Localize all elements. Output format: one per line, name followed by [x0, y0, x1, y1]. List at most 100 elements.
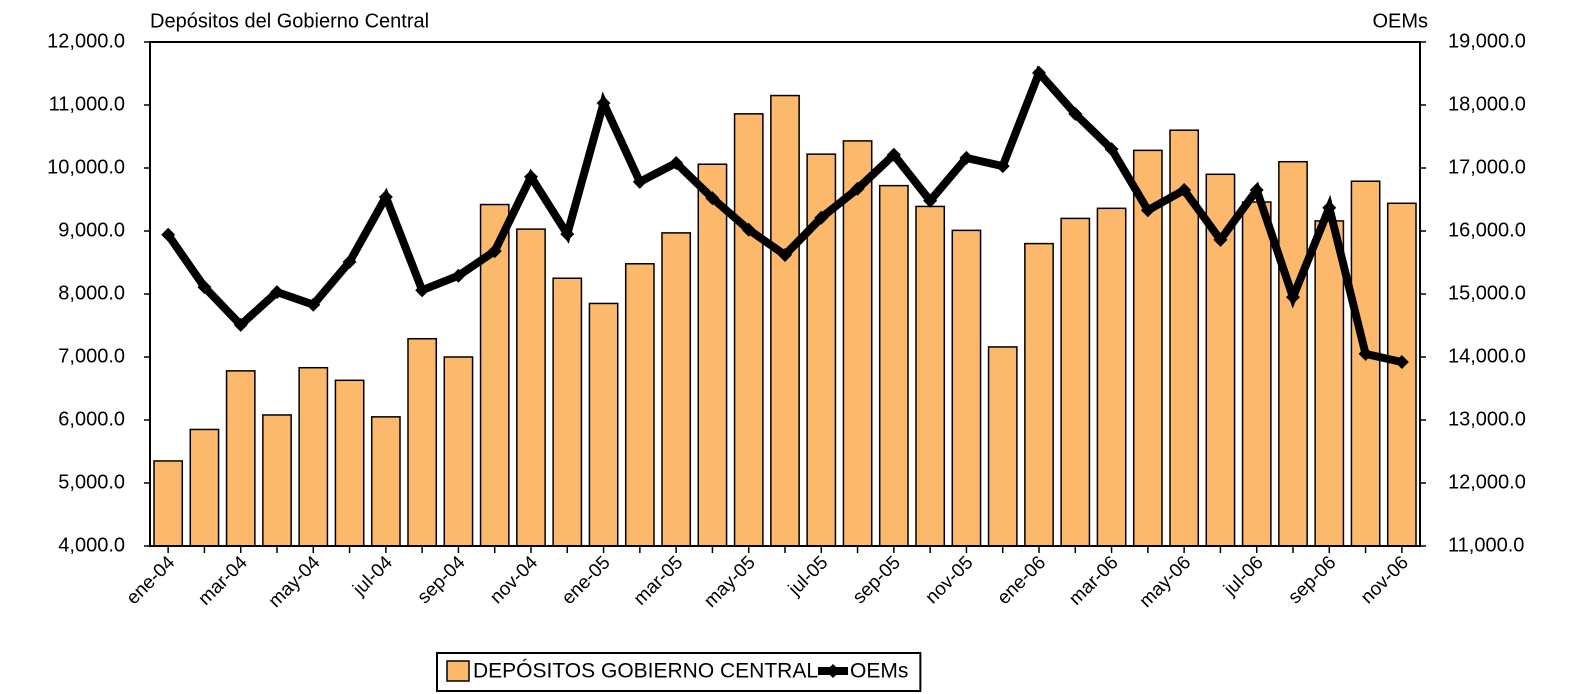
y2-tick-label: 15,000.0 — [1448, 282, 1526, 304]
x-tick-label: mar-06 — [1065, 552, 1122, 609]
bar — [987, 346, 1018, 547]
y-tick-label: 11,000.0 — [49, 93, 125, 115]
x-tick-label: sep-05 — [849, 552, 905, 608]
line-marker — [197, 280, 212, 295]
line-marker — [451, 268, 466, 283]
bar — [1060, 217, 1091, 547]
bar — [1386, 202, 1417, 547]
y-axis-title: Depósitos del Gobierno Central — [150, 10, 429, 32]
line-marker — [1322, 200, 1337, 215]
bar — [588, 302, 619, 547]
x-tick-label: ene-06 — [993, 552, 1050, 609]
line-marker — [415, 283, 430, 298]
y-tick-label: 10,000.0 — [47, 156, 125, 178]
bar — [298, 366, 329, 547]
x-tick-label: sep-04 — [414, 552, 470, 608]
line-marker — [632, 174, 647, 189]
y2-tick-label: 11,000.0 — [1448, 534, 1524, 556]
line-marker — [233, 317, 248, 332]
line-marker — [1394, 355, 1409, 370]
x-tick-label: sep-06 — [1284, 552, 1340, 608]
line-marker — [306, 297, 321, 312]
bar — [915, 205, 946, 547]
y2-tick-label: 16,000.0 — [1448, 219, 1526, 241]
line-marker — [886, 147, 901, 162]
line-marker — [850, 181, 865, 196]
line-marker — [995, 159, 1010, 174]
bar — [552, 277, 583, 547]
x-tick-label: nov-04 — [486, 552, 542, 608]
y2-tick-label: 18,000.0 — [1448, 93, 1526, 115]
legend-label: OEMs — [850, 660, 908, 683]
y-tick-label: 9,000.0 — [58, 219, 125, 241]
y-tick-label: 5,000.0 — [58, 471, 125, 493]
bar — [624, 263, 655, 547]
line-marker — [560, 227, 575, 242]
bar — [878, 184, 909, 547]
line-marker — [1104, 142, 1119, 157]
x-tick-label: jul-06 — [1219, 552, 1267, 600]
y2-tick-label: 17,000.0 — [1448, 156, 1526, 178]
bar — [153, 460, 184, 547]
line-marker — [487, 244, 502, 259]
y2-tick-label: 14,000.0 — [1448, 345, 1526, 367]
bar — [1096, 207, 1127, 547]
bar — [262, 414, 292, 547]
bar — [516, 228, 546, 547]
plot-frame — [149, 41, 1421, 547]
line-marker — [741, 222, 756, 237]
line-marker — [270, 285, 284, 300]
bar — [697, 163, 728, 547]
y2-tick-label: 13,000.0 — [1448, 408, 1526, 430]
x-tick-label: nov-06 — [1357, 552, 1413, 608]
y2-axis-title: OEMs — [1372, 10, 1428, 32]
bar — [1350, 180, 1381, 547]
legend: DEPÓSITOS GOBIERNO CENTRAL OEMs — [436, 652, 922, 692]
line-marker — [342, 254, 357, 269]
x-tick-label: may-04 — [265, 552, 325, 612]
line-marker — [1068, 106, 1083, 121]
bar — [407, 337, 438, 547]
bar — [1241, 201, 1272, 547]
line-marker — [161, 227, 176, 242]
line-marker — [1213, 232, 1228, 247]
bar — [370, 416, 401, 547]
x-tick-label: nov-05 — [922, 552, 978, 608]
bar — [189, 428, 220, 547]
x-tick-label: may-05 — [700, 552, 760, 612]
legend-label: DEPÓSITOS GOBIERNO CENTRAL — [473, 660, 818, 683]
x-tick-label: mar-04 — [194, 552, 252, 610]
bar — [1314, 220, 1345, 547]
x-tick-label: jul-04 — [349, 552, 398, 601]
bar — [770, 94, 800, 547]
y-tick-label: 7,000.0 — [58, 345, 125, 367]
line-marker — [705, 191, 720, 206]
legend-swatch — [446, 660, 470, 682]
line-marker — [923, 193, 938, 208]
line-marker — [524, 169, 538, 184]
y-tick-label: 6,000.0 — [58, 408, 125, 430]
line-marker — [1249, 183, 1264, 198]
bar — [842, 140, 873, 547]
y-tick-label: 4,000.0 — [58, 534, 125, 556]
line-marker — [596, 96, 611, 111]
y-tick-label: 8,000.0 — [58, 282, 125, 304]
x-tick-label: ene-04 — [123, 552, 180, 609]
x-tick-label: mar-05 — [630, 552, 687, 609]
line-marker — [1286, 290, 1300, 305]
line-marker — [669, 155, 684, 170]
line-marker — [959, 150, 974, 165]
bar — [951, 229, 982, 547]
line-marker — [1358, 346, 1373, 361]
y2-tick-label: 19,000.0 — [1448, 30, 1526, 52]
bar — [443, 356, 474, 547]
line-marker — [1177, 183, 1192, 198]
x-tick-label: jul-05 — [784, 552, 832, 600]
y2-tick-label: 12,000.0 — [1448, 471, 1526, 493]
bar — [733, 113, 764, 547]
line-marker — [1032, 65, 1046, 80]
x-tick-label: may-06 — [1136, 552, 1196, 612]
x-tick-label: ene-05 — [558, 552, 615, 609]
bar — [661, 232, 692, 547]
